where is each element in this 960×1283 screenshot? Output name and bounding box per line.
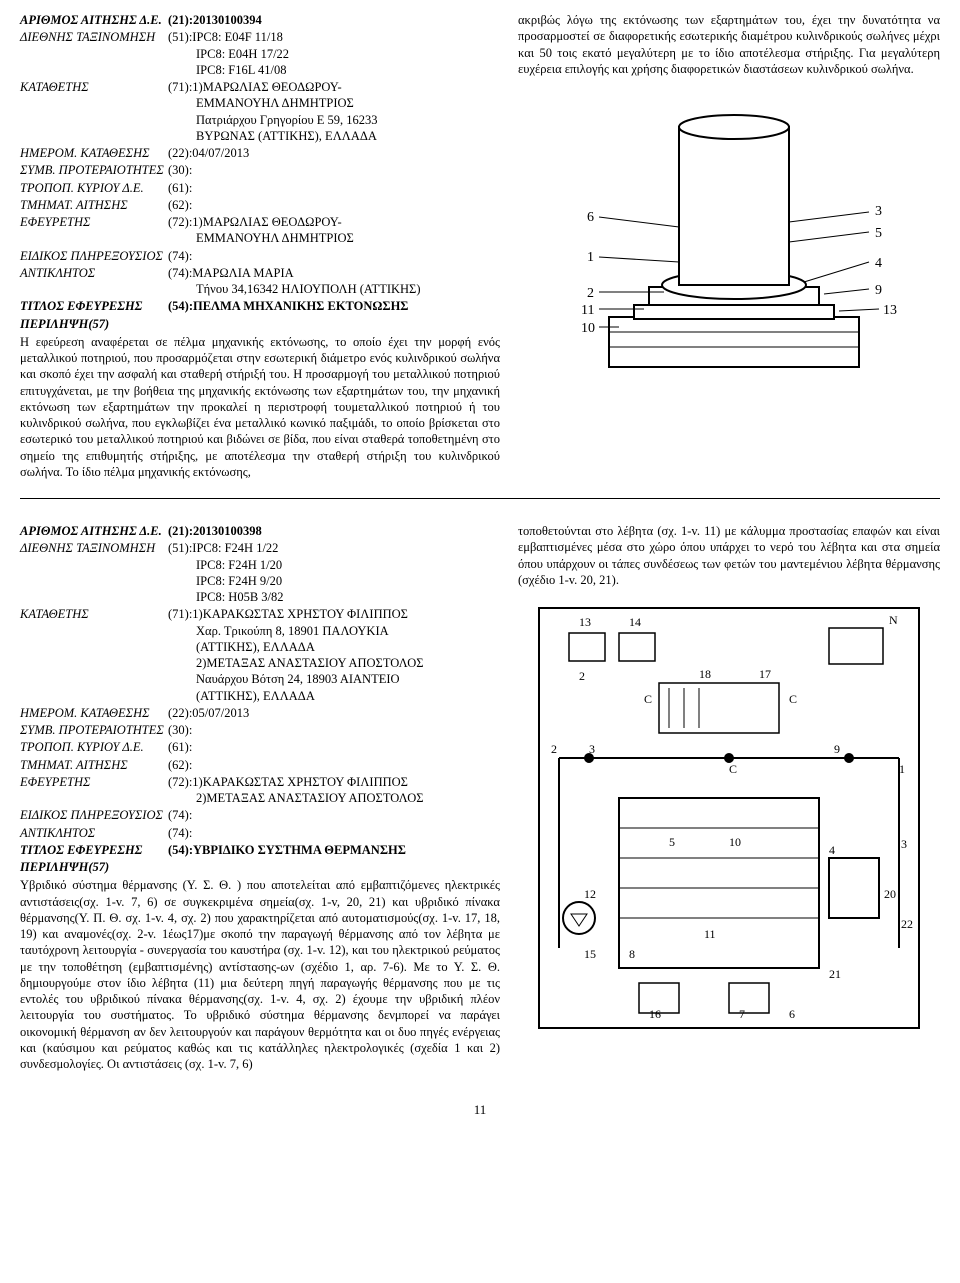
app-number-label: ΑΡΙΘΜΟΣ ΑΙΤΗΣΗΣ Δ.Ε. — [20, 523, 168, 539]
svg-text:20: 20 — [884, 887, 896, 901]
svg-text:3: 3 — [589, 742, 595, 756]
modification-value: (61): — [168, 180, 500, 196]
priority-label: ΣΥΜΒ. ΠΡΟΤΕΡΑΙΟΤΗΤΕΣ — [20, 162, 168, 178]
app-number-label: ΑΡΙΘΜΟΣ ΑΙΤΗΣΗΣ Δ.Ε. — [20, 12, 168, 28]
ipc-value: (51):IPC8: F24H 1/22 IPC8: F24H 1/20 IPC… — [168, 540, 500, 605]
svg-text:16: 16 — [649, 1007, 661, 1021]
svg-text:3: 3 — [875, 204, 882, 219]
svg-text:1: 1 — [899, 762, 905, 776]
agent-label: ΕΙΔΙΚΟΣ ΠΛΗΡΕΞΟΥΣΙΟΣ — [20, 807, 168, 823]
app-number-value: (21):20130100398 — [168, 523, 500, 539]
divisional-label: ΤΜΗΜΑΤ. ΑΙΤΗΣΗΣ — [20, 757, 168, 773]
inventor-label: ΕΦΕΥΡΕΤΗΣ — [20, 214, 168, 247]
title-value: (54):ΠΕΛΜΑ ΜΗΧΑΝΙΚΗΣ ΕΚΤΟΝΩΣΗΣ — [168, 298, 500, 314]
ipc-label: ΔΙΕΘΝΗΣ ΤΑΞΙΝΟΜΗΣΗ — [20, 540, 168, 605]
correspondent-value: (74):ΜΑΡΩΛΙΑ ΜΑΡΙΑ Τήνου 34,16342 ΗΛΙΟΥΠ… — [168, 265, 500, 298]
page-number: 11 — [20, 1102, 940, 1119]
record1-left-column: ΑΡΙΘΜΟΣ ΑΙΤΗΣΗΣ Δ.Ε. (21):20130100394 ΔΙ… — [20, 12, 500, 480]
svg-text:14: 14 — [629, 615, 641, 629]
svg-text:1: 1 — [587, 250, 594, 265]
svg-text:9: 9 — [834, 742, 840, 756]
correspondent-value: (74): — [168, 825, 500, 841]
svg-text:6: 6 — [587, 210, 594, 225]
svg-text:7: 7 — [739, 1007, 745, 1021]
svg-text:10: 10 — [729, 835, 741, 849]
svg-text:N: N — [889, 613, 898, 627]
svg-text:12: 12 — [584, 887, 596, 901]
svg-text:4: 4 — [875, 256, 882, 271]
record2-left-column: ΑΡΙΘΜΟΣ ΑΙΤΗΣΗΣ Δ.Ε. (21):20130100398 ΔΙ… — [20, 523, 500, 1072]
filing-date-label: ΗΜΕΡΟΜ. ΚΑΤΑΘΕΣΗΣ — [20, 145, 168, 161]
title-label: ΤΙΤΛΟΣ ΕΦΕΥΡΕΣΗΣ — [20, 842, 168, 858]
continuation-text: τοποθετούνται στο λέβητα (σχ. 1-v. 11) μ… — [518, 523, 940, 588]
svg-text:C: C — [729, 762, 737, 776]
abstract-label: ΠΕΡΙΛΗΨΗ(57) — [20, 859, 500, 875]
svg-text:18: 18 — [699, 667, 711, 681]
svg-text:8: 8 — [629, 947, 635, 961]
divisional-value: (62): — [168, 197, 500, 213]
record1-right-column: ακριβώς λόγω της εκτόνωσης των εξαρτημάτ… — [518, 12, 940, 480]
svg-text:3: 3 — [901, 837, 907, 851]
divisional-label: ΤΜΗΜΑΤ. ΑΙΤΗΣΗΣ — [20, 197, 168, 213]
svg-text:C: C — [644, 692, 652, 706]
inventor-value: (72):1)ΚΑΡΑΚΩΣΤΑΣ ΧΡΗΣΤΟΥ ΦΙΛΙΠΠΟΣ 2)ΜΕΤ… — [168, 774, 500, 807]
applicant-value: (71):1)ΚΑΡΑΚΩΣΤΑΣ ΧΡΗΣΤΟΥ ΦΙΛΙΠΠΟΣ Χαρ. … — [168, 606, 500, 704]
abstract-text: Η εφεύρεση αναφέρεται σε πέλμα μηχανικής… — [20, 334, 500, 480]
filing-date-value: (22):04/07/2013 — [168, 145, 500, 161]
divisional-value: (62): — [168, 757, 500, 773]
title-label: ΤΙΤΛΟΣ ΕΦΕΥΡΕΣΗΣ — [20, 298, 168, 314]
patent-record-2: ΑΡΙΘΜΟΣ ΑΙΤΗΣΗΣ Δ.Ε. (21):20130100398 ΔΙ… — [20, 523, 940, 1072]
svg-text:17: 17 — [759, 667, 771, 681]
abstract-text: Υβριδικό σύστημα θέρμανσης (Υ. Σ. Θ. ) π… — [20, 877, 500, 1072]
svg-text:2: 2 — [551, 742, 557, 756]
record2-right-column: τοποθετούνται στο λέβητα (σχ. 1-v. 11) μ… — [518, 523, 940, 1072]
svg-text:2: 2 — [587, 286, 594, 301]
applicant-label: ΚΑΤΑΘΕΤΗΣ — [20, 79, 168, 144]
filing-date-value: (22):05/07/2013 — [168, 705, 500, 721]
priority-value: (30): — [168, 162, 500, 178]
svg-text:C: C — [789, 692, 797, 706]
record-separator — [20, 498, 940, 499]
figure-1: 6 1 2 11 10 3 5 4 9 13 — [518, 87, 940, 397]
svg-text:5: 5 — [669, 835, 675, 849]
svg-text:13: 13 — [579, 615, 591, 629]
inventor-value: (72):1)ΜΑΡΩΛΙΑΣ ΘΕΟΔΩΡΟΥ- ΕΜΜΑΝΟΥΗΛ ΔΗΜΗ… — [168, 214, 500, 247]
inventor-label: ΕΦΕΥΡΕΤΗΣ — [20, 774, 168, 807]
svg-text:4: 4 — [829, 843, 835, 857]
patent-record-1: ΑΡΙΘΜΟΣ ΑΙΤΗΣΗΣ Δ.Ε. (21):20130100394 ΔΙ… — [20, 12, 940, 480]
patent-drawing-icon: 6 1 2 11 10 3 5 4 9 13 — [539, 87, 919, 397]
svg-text:11: 11 — [704, 927, 716, 941]
svg-text:22: 22 — [901, 917, 913, 931]
title-value: (54):ΥΒΡΙΔΙΚΟ ΣΥΣΤΗΜΑ ΘΕΡΜΑΝΣΗΣ — [168, 842, 500, 858]
svg-text:15: 15 — [584, 947, 596, 961]
app-number-value: (21):20130100394 — [168, 12, 500, 28]
abstract-label: ΠΕΡΙΛΗΨΗ(57) — [20, 316, 500, 332]
agent-value: (74): — [168, 248, 500, 264]
modification-label: ΤΡΟΠΟΠ. ΚΥΡΙΟΥ Δ.Ε. — [20, 739, 168, 755]
modification-label: ΤΡΟΠΟΠ. ΚΥΡΙΟΥ Δ.Ε. — [20, 180, 168, 196]
correspondent-label: ΑΝΤΙΚΛΗΤΟΣ — [20, 825, 168, 841]
svg-text:2: 2 — [579, 669, 585, 683]
filing-date-label: ΗΜΕΡΟΜ. ΚΑΤΑΘΕΣΗΣ — [20, 705, 168, 721]
agent-label: ΕΙΔΙΚΟΣ ΠΛΗΡΕΞΟΥΣΙΟΣ — [20, 248, 168, 264]
svg-text:9: 9 — [875, 283, 882, 298]
svg-text:10: 10 — [581, 321, 595, 336]
ipc-label: ΔΙΕΘΝΗΣ ΤΑΞΙΝΟΜΗΣΗ — [20, 29, 168, 78]
ipc-value: (51):IPC8: E04F 11/18 IPC8: E04H 17/22 I… — [168, 29, 500, 78]
svg-text:21: 21 — [829, 967, 841, 981]
applicant-label: ΚΑΤΑΘΕΤΗΣ — [20, 606, 168, 704]
priority-value: (30): — [168, 722, 500, 738]
svg-text:11: 11 — [581, 303, 594, 318]
modification-value: (61): — [168, 739, 500, 755]
correspondent-label: ΑΝΤΙΚΛΗΤΟΣ — [20, 265, 168, 298]
svg-text:5: 5 — [875, 226, 882, 241]
applicant-value: (71):1)ΜΑΡΩΛΙΑΣ ΘΕΟΔΩΡΟΥ- ΕΜΜΑΝΟΥΗΛ ΔΗΜΗ… — [168, 79, 500, 144]
svg-text:6: 6 — [789, 1007, 795, 1021]
patent-schematic-icon: 13 14 N 18 17 2 C C 2 3 C 9 1 5 10 3 4 2… — [529, 598, 929, 1038]
priority-label: ΣΥΜΒ. ΠΡΟΤΕΡΑΙΟΤΗΤΕΣ — [20, 722, 168, 738]
agent-value: (74): — [168, 807, 500, 823]
continuation-text: ακριβώς λόγω της εκτόνωσης των εξαρτημάτ… — [518, 12, 940, 77]
svg-text:13: 13 — [883, 303, 897, 318]
figure-2: 13 14 N 18 17 2 C C 2 3 C 9 1 5 10 3 4 2… — [518, 598, 940, 1038]
